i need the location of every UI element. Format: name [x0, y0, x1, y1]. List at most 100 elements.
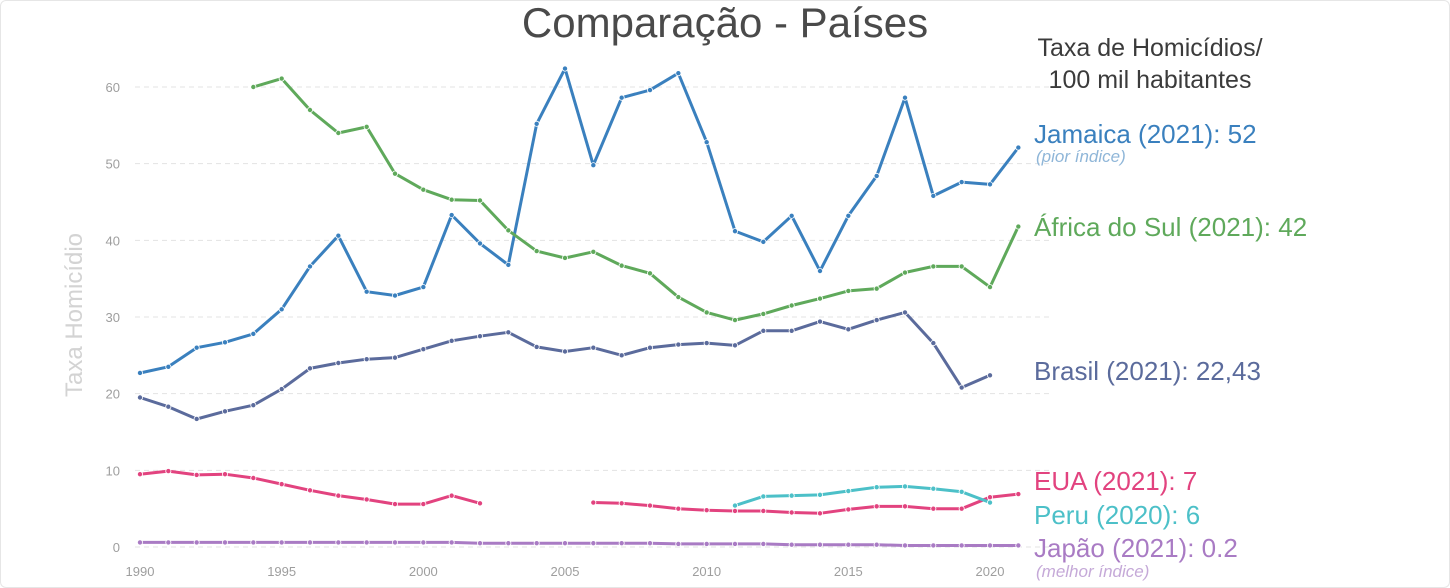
series-layer — [136, 65, 1022, 549]
series-line-africa — [251, 77, 1020, 322]
point-jamaica-2021 — [1015, 144, 1022, 151]
point-brasil-2001 — [448, 337, 455, 344]
point-jamaica-1991 — [165, 363, 172, 370]
point-jamaica-2002 — [476, 240, 483, 247]
point-jamaica-2000 — [420, 284, 427, 291]
series-line-jamaica — [138, 67, 1020, 375]
point-jamaica-1994 — [250, 330, 257, 337]
y-tick-labels: 0 10 20 30 40 50 60 — [106, 80, 120, 555]
note-best-index: (melhor índice) — [1036, 562, 1150, 581]
point-brasil-2020 — [987, 372, 994, 379]
point-peru-2018 — [930, 485, 937, 492]
point-jamaica-2007 — [618, 94, 625, 101]
point-africa-2014 — [817, 295, 824, 302]
point-brasil-2011 — [732, 342, 739, 349]
point-brasil-1991 — [165, 403, 172, 410]
point-japao-1993 — [221, 539, 228, 546]
point-eua-1992 — [193, 471, 200, 478]
point-japao-1998 — [363, 539, 370, 546]
point-eua-2013 — [788, 509, 795, 516]
series-line-peru — [733, 484, 992, 508]
point-africa-1997 — [335, 129, 342, 136]
point-japao-2014 — [817, 541, 824, 548]
point-africa-2011 — [732, 317, 739, 324]
point-peru-2012 — [760, 493, 767, 500]
series-line-japao — [138, 540, 1020, 547]
y-axis-label: Taxa Homicídio — [61, 233, 88, 397]
point-brasil-2019 — [958, 384, 965, 391]
point-peru-2020 — [987, 499, 994, 506]
y-tick-50: 50 — [106, 157, 120, 172]
point-japao-2010 — [703, 540, 710, 547]
point-brasil-1997 — [335, 359, 342, 366]
point-eua-2010 — [703, 507, 710, 514]
point-jamaica-2013 — [788, 212, 795, 219]
point-japao-2001 — [448, 539, 455, 546]
label-south-africa: África do Sul (2021): 42 — [1034, 212, 1308, 242]
point-africa-2010 — [703, 309, 710, 316]
point-africa-2005 — [562, 254, 569, 261]
point-japao-2021 — [1015, 542, 1022, 549]
point-eua-2019 — [958, 505, 965, 512]
note-worst-index: (pior índice) — [1036, 147, 1126, 166]
point-africa-2012 — [760, 310, 767, 317]
point-japao-1994 — [250, 539, 257, 546]
point-jamaica-2001 — [448, 212, 455, 219]
point-brasil-2013 — [788, 327, 795, 334]
point-japao-1992 — [193, 539, 200, 546]
point-brasil-2000 — [420, 346, 427, 353]
point-japao-2019 — [958, 542, 965, 549]
point-eua-2012 — [760, 507, 767, 514]
point-eua-2000 — [420, 501, 427, 508]
point-peru-2016 — [873, 484, 880, 491]
point-eua-1991 — [165, 468, 172, 475]
point-africa-2003 — [505, 227, 512, 234]
point-peru-2013 — [788, 492, 795, 499]
label-japan: Japão (2021): 0.2 — [1034, 533, 1238, 563]
point-japao-2020 — [987, 542, 994, 549]
point-japao-2006 — [590, 540, 597, 547]
y-tick-60: 60 — [106, 80, 120, 95]
point-brasil-1992 — [193, 415, 200, 422]
point-japao-2007 — [618, 540, 625, 547]
point-japao-2000 — [420, 539, 427, 546]
point-eua-2014 — [817, 510, 824, 517]
point-jamaica-1992 — [193, 344, 200, 351]
series-line-brasil — [138, 310, 992, 421]
point-africa-1995 — [278, 75, 285, 82]
point-japao-2008 — [647, 540, 654, 547]
point-brasil-1999 — [391, 354, 398, 361]
label-brazil: Brasil (2021): 22,43 — [1034, 356, 1261, 386]
point-japao-2017 — [902, 542, 909, 549]
units-line-1: Taxa de Homicídios/ — [1037, 34, 1263, 62]
point-jamaica-2017 — [902, 94, 909, 101]
point-eua-1995 — [278, 481, 285, 488]
x-tick-1990: 1990 — [126, 564, 155, 579]
x-tick-labels: 1990 1995 2000 2005 2010 2015 2020 — [126, 564, 1005, 579]
point-eua-2017 — [902, 503, 909, 510]
point-africa-2017 — [902, 269, 909, 276]
x-tick-2010: 2010 — [692, 564, 721, 579]
point-peru-2015 — [845, 488, 852, 495]
point-eua-2016 — [873, 503, 880, 510]
series-jamaica — [136, 65, 1022, 376]
point-brasil-2016 — [873, 317, 880, 324]
series-peru — [732, 483, 994, 509]
point-japao-2018 — [930, 542, 937, 549]
point-eua-1997 — [335, 492, 342, 499]
point-japao-1990 — [136, 539, 143, 546]
point-jamaica-2018 — [930, 192, 937, 199]
point-africa-2016 — [873, 285, 880, 292]
point-eua-2006 — [590, 499, 597, 506]
point-africa-2013 — [788, 302, 795, 309]
point-eua-1994 — [250, 474, 257, 481]
series-brasil — [136, 309, 994, 422]
point-japao-2005 — [562, 540, 569, 547]
point-japao-2009 — [675, 540, 682, 547]
point-jamaica-1997 — [335, 232, 342, 239]
point-africa-2004 — [533, 248, 540, 255]
point-eua-2011 — [732, 507, 739, 514]
point-eua-2020 — [987, 494, 994, 501]
point-brasil-1995 — [278, 386, 285, 393]
point-peru-2014 — [817, 491, 824, 498]
